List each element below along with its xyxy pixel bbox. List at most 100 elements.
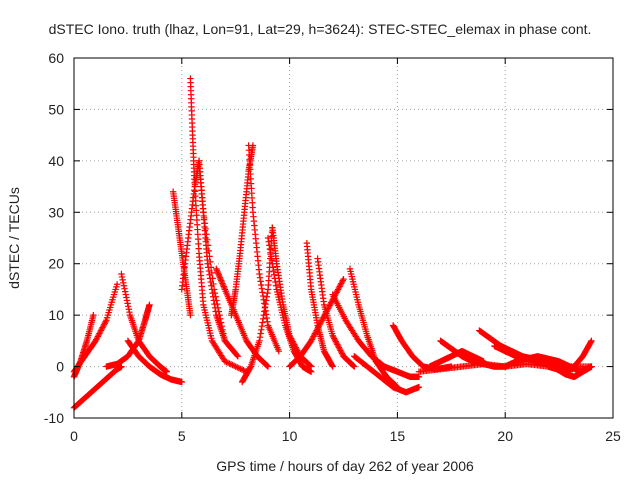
data-point — [269, 260, 276, 267]
data-point — [216, 273, 223, 280]
data-point — [209, 289, 216, 297]
data-point — [122, 291, 129, 298]
x-tick-label: 10 — [282, 428, 298, 444]
series-9 — [178, 157, 229, 345]
data-point — [121, 285, 128, 292]
data-point — [121, 288, 129, 295]
data-point — [256, 333, 264, 341]
axis-ticks — [73, 57, 614, 419]
data-point — [264, 234, 272, 242]
data-point — [119, 276, 126, 284]
data-point — [206, 271, 213, 278]
data-point — [264, 362, 271, 370]
data-point — [90, 311, 97, 319]
data-point — [267, 249, 274, 256]
y-tick-label: -10 — [44, 410, 64, 426]
data-point — [187, 311, 194, 319]
data-point — [163, 368, 170, 375]
data-point — [269, 264, 277, 271]
data-point — [220, 283, 227, 290]
data-point — [118, 270, 125, 278]
data-point — [261, 304, 269, 311]
data-point — [262, 307, 269, 314]
data-point — [126, 309, 133, 316]
data-point — [258, 281, 265, 289]
data-point — [307, 368, 315, 375]
plot-frame — [73, 57, 614, 419]
data-point — [217, 275, 224, 283]
y-axis-label: dSTEC / TECUs — [6, 187, 22, 289]
x-tick-labels: 0 5 10 15 20 25 — [70, 428, 621, 444]
data-point — [246, 364, 254, 371]
y-tick-label: 40 — [48, 153, 64, 169]
data-point — [210, 293, 217, 300]
data-point — [211, 304, 219, 311]
data-point — [272, 278, 279, 286]
data-point — [258, 322, 266, 330]
series-23 — [351, 353, 423, 396]
data-point — [261, 308, 268, 315]
data-point — [113, 281, 121, 288]
series-12 — [228, 142, 257, 319]
series-21 — [329, 291, 423, 381]
data-point — [267, 253, 275, 260]
series-10 — [195, 157, 242, 360]
data-point — [214, 270, 222, 277]
data-point — [340, 275, 347, 283]
data-point — [259, 319, 266, 326]
x-tick-label: 0 — [70, 428, 78, 444]
y-tick-label: 30 — [48, 204, 64, 220]
data-point — [212, 308, 219, 315]
x-tick-label: 20 — [497, 428, 513, 444]
data-point — [123, 294, 130, 301]
data-point — [118, 273, 126, 281]
data-point — [271, 271, 278, 278]
data-point — [221, 284, 228, 292]
data-point — [215, 271, 222, 278]
data-point — [258, 326, 265, 334]
data-point — [270, 267, 277, 275]
data-point — [263, 314, 271, 322]
data-point — [587, 338, 595, 346]
y-tick-label: 50 — [48, 101, 64, 117]
data-point — [102, 318, 109, 325]
series-13 — [245, 142, 283, 355]
data-point — [256, 270, 263, 278]
x-tick-label: 15 — [390, 428, 406, 444]
data-point — [268, 256, 275, 264]
data-point — [259, 292, 267, 300]
series-16 — [264, 234, 315, 375]
data-point — [262, 300, 269, 308]
data-point — [124, 300, 131, 307]
series-18 — [314, 255, 358, 370]
data-point — [210, 297, 218, 304]
data-point — [125, 303, 132, 310]
x-tick-label: 5 — [178, 428, 186, 444]
data-point — [211, 300, 218, 308]
data-point — [339, 277, 346, 284]
series-17 — [303, 239, 336, 370]
data-point — [258, 285, 266, 292]
x-tick-label: 25 — [605, 428, 621, 444]
data-point — [415, 383, 423, 391]
data-point — [264, 363, 272, 370]
data-point — [219, 280, 226, 287]
data-point — [218, 278, 226, 286]
data-marks — [70, 75, 595, 411]
data-point — [125, 306, 133, 313]
data-point — [233, 351, 241, 359]
data-point — [328, 362, 336, 369]
data-point — [588, 337, 595, 345]
y-tick-label: 10 — [48, 307, 64, 323]
data-point — [146, 301, 153, 309]
data-point — [214, 268, 221, 275]
data-point — [351, 363, 358, 370]
x-axis-label: GPS time / hours of day 262 of year 2006 — [216, 458, 474, 474]
data-point — [218, 277, 225, 284]
data-point — [208, 282, 215, 289]
chart-title: dSTEC Iono. truth (lhaz, Lon=91, Lat=29,… — [49, 21, 592, 37]
data-point — [262, 297, 270, 304]
data-point — [271, 275, 279, 282]
data-point — [204, 260, 211, 267]
